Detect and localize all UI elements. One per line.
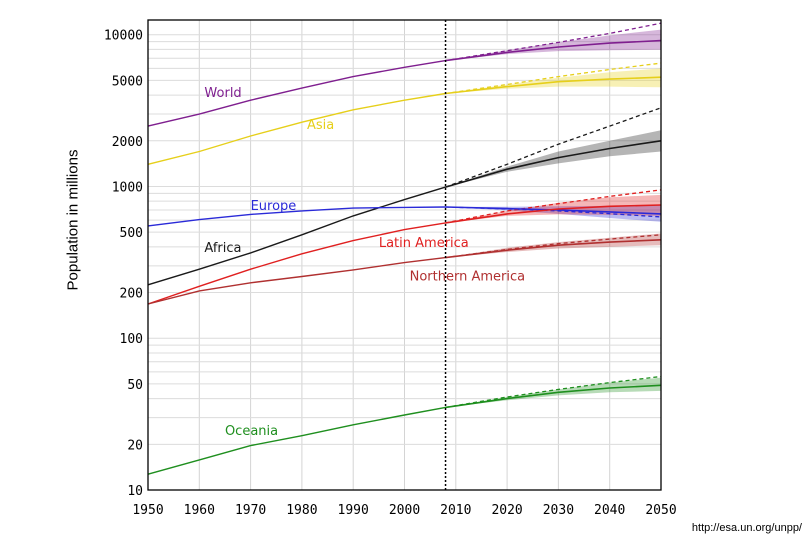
africa-projection-line	[445, 140, 662, 188]
x-tick-1960: 1960	[184, 503, 215, 518]
plot-frame	[147, 19, 662, 491]
asia-projection-line	[445, 76, 662, 95]
x-tick-2030: 2030	[543, 503, 574, 518]
x-tick-1970: 1970	[235, 503, 266, 518]
y-tick-20: 20	[127, 438, 143, 453]
y-axis-ticks: 10 20 50 100 200 500 1000 2000 5000 10000	[104, 29, 143, 499]
x-tick-2010: 2010	[440, 503, 471, 518]
asia-label: Asia	[307, 118, 334, 133]
world-history-line	[147, 59, 446, 127]
latin-america-label: Latin America	[379, 236, 469, 251]
y-tick-10: 10	[127, 484, 143, 499]
x-tick-2000: 2000	[389, 503, 420, 518]
latin-america-projection-line	[445, 204, 662, 224]
x-tick-1950: 1950	[132, 503, 163, 518]
constant-fertility-lines	[445, 22, 662, 409]
x-tick-1990: 1990	[338, 503, 369, 518]
africa-constant-fertility-line	[445, 107, 662, 188]
northern-america-constant-fertility-line	[445, 234, 662, 259]
y-tick-200: 200	[120, 287, 143, 302]
asia-constant-fertility-line	[445, 62, 662, 95]
oceania-label: Oceania	[225, 424, 278, 439]
world-label: World	[204, 86, 241, 101]
europe-constant-fertility-line	[445, 206, 662, 218]
northern-america-projection-line	[445, 239, 662, 259]
africa-label: Africa	[204, 241, 241, 256]
series-labels: World Asia Africa Europe Latin America Northe…	[204, 86, 525, 439]
asia-history-line	[147, 92, 446, 165]
europe-projection-band	[445, 205, 661, 222]
y-axis-label: Population in millions	[64, 149, 82, 291]
x-tick-2050: 2050	[645, 503, 676, 518]
europe-label: Europe	[251, 199, 297, 214]
world-constant-fertility-line	[445, 22, 662, 62]
x-tick-2020: 2020	[491, 503, 522, 518]
europe-projection-line	[445, 206, 662, 215]
oceania-history-line	[147, 406, 446, 475]
source-url: http://esa.un.org/unpp/	[691, 522, 802, 534]
y-tick-1000: 1000	[112, 180, 143, 195]
x-axis-ticks: 1950 1960 1970 1980 1990 2000 2010 2020 2030 2040…	[132, 503, 676, 518]
series-lines	[147, 39, 662, 475]
x-tick-1980: 1980	[286, 503, 317, 518]
latin-america-history-line	[147, 222, 446, 305]
x-tick-2040: 2040	[594, 503, 625, 518]
oceania-constant-fertility-line	[445, 375, 662, 409]
northern-america-history-line	[147, 256, 446, 305]
y-axis-label-container: Population in millions	[58, 120, 88, 320]
y-tick-5000: 5000	[112, 74, 143, 89]
y-tick-2000: 2000	[112, 135, 143, 150]
world-projection-line	[445, 39, 662, 62]
y-tick-10000: 10000	[104, 29, 143, 44]
y-tick-50: 50	[127, 378, 143, 393]
y-tick-500: 500	[120, 226, 143, 241]
europe-history-line	[147, 206, 446, 227]
africa-history-line	[147, 186, 446, 286]
plot-border	[147, 19, 662, 491]
northern-america-label: Northern America	[410, 270, 525, 285]
oceania-projection-line	[445, 384, 662, 409]
latin-america-constant-fertility-line	[445, 189, 662, 224]
y-tick-100: 100	[120, 332, 143, 347]
